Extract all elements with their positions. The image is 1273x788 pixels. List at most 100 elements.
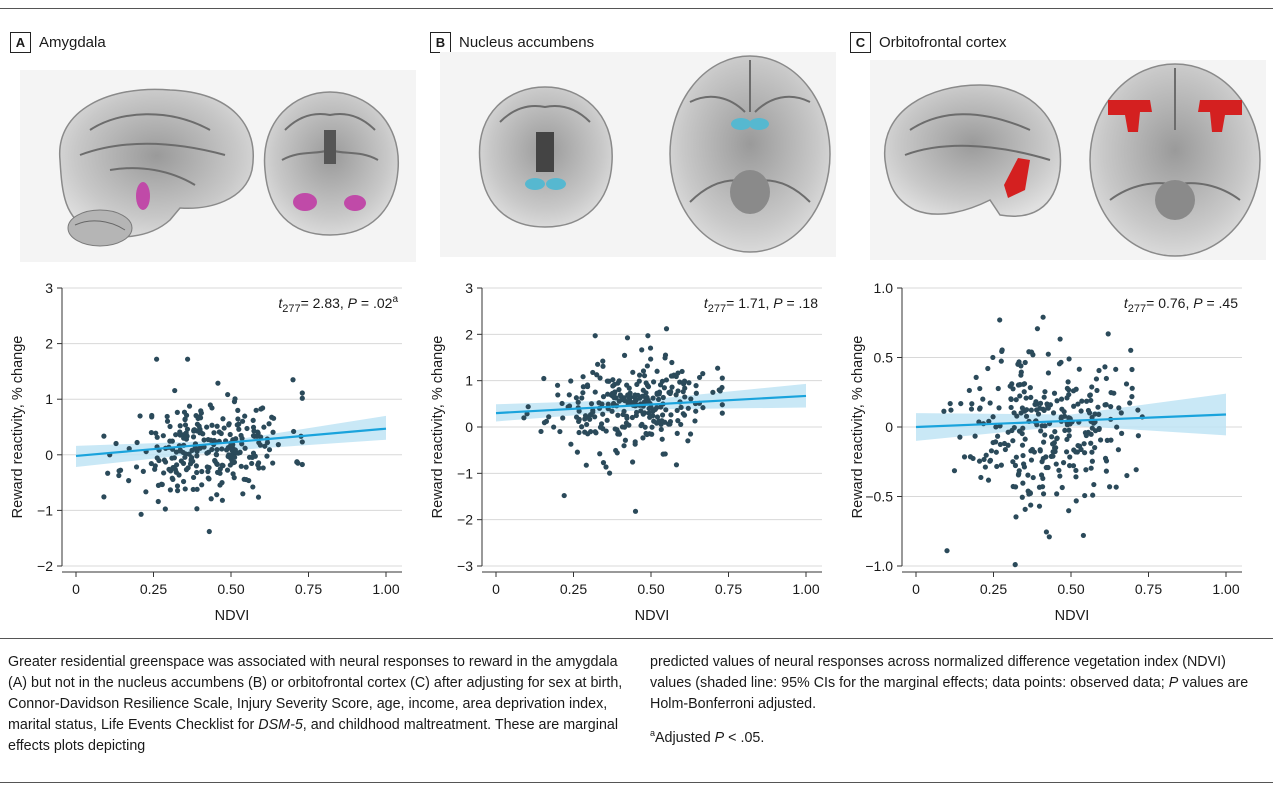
- data-point: [645, 333, 651, 339]
- data-point: [680, 389, 686, 395]
- data-point: [1002, 446, 1008, 453]
- data-point: [1017, 393, 1023, 399]
- data-point: [685, 405, 691, 411]
- data-point: [951, 468, 958, 474]
- data-point: [600, 411, 606, 417]
- data-point: [525, 404, 531, 410]
- x-axis-label: NDVI: [1055, 608, 1090, 624]
- data-point: [650, 413, 656, 419]
- data-point: [646, 410, 652, 416]
- data-point: [1073, 386, 1079, 392]
- data-point: [174, 462, 180, 468]
- data-point: [957, 434, 963, 440]
- data-point: [219, 446, 225, 452]
- data-point: [1083, 398, 1090, 404]
- data-point: [576, 429, 582, 436]
- data-point: [209, 422, 215, 428]
- data-point: [657, 382, 664, 388]
- data-point: [632, 439, 638, 445]
- data-point: [688, 396, 694, 402]
- data-point: [568, 378, 574, 384]
- data-point: [670, 373, 676, 379]
- data-point: [182, 422, 189, 428]
- data-point: [663, 407, 669, 413]
- data-point: [990, 354, 996, 361]
- data-point: [177, 429, 183, 435]
- data-point: [1027, 490, 1033, 496]
- data-point: [1093, 376, 1100, 382]
- data-point: [630, 459, 636, 465]
- data-point: [1041, 439, 1047, 445]
- data-point: [658, 426, 664, 433]
- stat-df: 277: [282, 303, 300, 315]
- data-point: [243, 464, 249, 470]
- data-point: [668, 412, 674, 418]
- data-point: [645, 384, 652, 390]
- data-point: [1016, 428, 1023, 434]
- bottom-rule: [0, 782, 1273, 783]
- data-point: [1127, 400, 1133, 406]
- data-point: [1036, 503, 1043, 509]
- data-point: [238, 432, 244, 439]
- data-point: [1030, 352, 1036, 358]
- x-axis-label: NDVI: [635, 608, 670, 624]
- data-point: [1054, 398, 1060, 404]
- panel-c-letter: C: [850, 32, 871, 53]
- x-axis-label: NDVI: [215, 608, 250, 624]
- data-point: [1095, 404, 1101, 410]
- data-point: [209, 446, 215, 453]
- y-tick-label: 1: [465, 373, 473, 389]
- data-point: [1062, 427, 1068, 433]
- data-point: [632, 392, 638, 398]
- data-point: [250, 417, 256, 423]
- data-point: [990, 414, 996, 420]
- data-point: [244, 425, 250, 432]
- data-point: [605, 401, 611, 407]
- data-point: [250, 484, 256, 490]
- data-point: [299, 390, 305, 396]
- data-point: [152, 463, 158, 469]
- data-point: [649, 424, 655, 430]
- footnote-text-2: < .05.: [724, 729, 765, 746]
- data-point: [1089, 384, 1095, 390]
- data-point: [990, 439, 996, 446]
- data-point: [174, 483, 181, 489]
- data-point: [609, 390, 615, 397]
- data-point: [632, 400, 638, 406]
- x-tick-label: 0: [72, 581, 80, 597]
- x-tick-label: 1.00: [1212, 581, 1239, 597]
- data-point: [213, 451, 219, 457]
- data-point: [1097, 437, 1104, 443]
- data-point: [255, 460, 262, 466]
- data-point: [619, 424, 626, 430]
- data-point: [249, 460, 255, 467]
- data-point: [199, 482, 205, 488]
- data-point: [1085, 429, 1091, 436]
- data-point: [640, 393, 646, 399]
- caption-right-text-1: predicted values of neural responses acr…: [650, 654, 1226, 691]
- data-point: [1012, 562, 1018, 568]
- data-point: [1113, 484, 1119, 490]
- data-point: [270, 460, 276, 466]
- caption-left-column: Greater residential greenspace was assoc…: [8, 652, 638, 757]
- data-point: [1058, 415, 1064, 421]
- data-point: [1064, 385, 1070, 391]
- data-point: [1038, 428, 1044, 434]
- data-point: [988, 448, 995, 454]
- data-point: [1106, 484, 1113, 490]
- data-point: [156, 457, 162, 464]
- data-point: [700, 371, 706, 377]
- data-point: [164, 413, 170, 420]
- data-point: [239, 418, 246, 424]
- data-point: [622, 437, 629, 443]
- data-point: [1105, 331, 1111, 337]
- data-point: [173, 432, 179, 438]
- data-point: [1057, 336, 1063, 342]
- data-point: [617, 392, 623, 398]
- data-point: [260, 465, 266, 471]
- panel-a-brain-images: [20, 70, 416, 262]
- data-point: [662, 451, 668, 457]
- data-point: [158, 481, 165, 487]
- data-point: [632, 508, 639, 514]
- data-point: [1129, 393, 1135, 400]
